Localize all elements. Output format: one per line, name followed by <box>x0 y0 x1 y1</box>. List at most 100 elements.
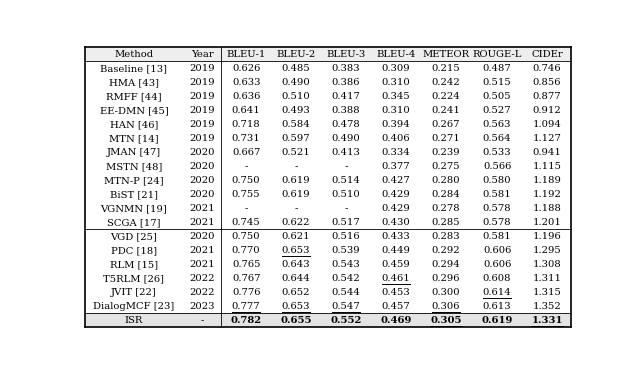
Text: 0.643: 0.643 <box>282 260 310 269</box>
Text: DialogMCF [23]: DialogMCF [23] <box>93 302 175 311</box>
Text: 1.331: 1.331 <box>531 316 563 325</box>
Text: PDC [18]: PDC [18] <box>111 246 157 255</box>
Text: 1.192: 1.192 <box>532 190 561 199</box>
Text: 0.490: 0.490 <box>282 78 310 87</box>
Text: 0.457: 0.457 <box>381 302 410 311</box>
Text: 0.653: 0.653 <box>282 302 310 311</box>
Text: 0.718: 0.718 <box>232 120 260 129</box>
Text: 0.941: 0.941 <box>532 148 561 157</box>
Text: 2019: 2019 <box>189 106 215 115</box>
Text: 0.433: 0.433 <box>381 232 410 241</box>
Text: 2020: 2020 <box>189 232 215 241</box>
Text: 0.619: 0.619 <box>481 316 513 325</box>
Text: 0.406: 0.406 <box>382 134 410 143</box>
Text: 0.622: 0.622 <box>282 218 310 227</box>
Text: 0.777: 0.777 <box>232 302 260 311</box>
Bar <box>85 47 571 61</box>
Text: -: - <box>244 162 248 171</box>
Text: 0.292: 0.292 <box>432 246 460 255</box>
Text: 0.564: 0.564 <box>483 134 511 143</box>
Text: 0.606: 0.606 <box>483 260 511 269</box>
Text: MTN-P [24]: MTN-P [24] <box>104 176 164 185</box>
Text: 0.278: 0.278 <box>432 204 460 213</box>
Text: 0.641: 0.641 <box>232 106 260 115</box>
Text: 2019: 2019 <box>189 120 215 129</box>
Text: JVIT [22]: JVIT [22] <box>111 288 157 297</box>
Text: -: - <box>294 162 298 171</box>
Text: EE-DMN [45]: EE-DMN [45] <box>100 106 168 115</box>
Text: 0.271: 0.271 <box>432 134 460 143</box>
Text: JMAN [47]: JMAN [47] <box>107 148 161 157</box>
Bar <box>85 313 571 327</box>
Text: 0.636: 0.636 <box>232 92 260 101</box>
Text: 0.490: 0.490 <box>332 134 360 143</box>
Text: 0.459: 0.459 <box>381 260 410 269</box>
Text: 0.461: 0.461 <box>381 274 410 283</box>
Text: -: - <box>344 162 348 171</box>
Text: 0.614: 0.614 <box>483 288 511 297</box>
Text: 0.296: 0.296 <box>432 274 460 283</box>
Text: 0.626: 0.626 <box>232 64 260 73</box>
Text: 0.215: 0.215 <box>432 64 460 73</box>
Text: 0.510: 0.510 <box>282 92 310 101</box>
Text: BLEU-4: BLEU-4 <box>376 50 416 59</box>
Text: 0.300: 0.300 <box>432 288 460 297</box>
Text: 0.453: 0.453 <box>381 288 410 297</box>
Text: 2019: 2019 <box>189 134 215 143</box>
Text: 2020: 2020 <box>189 176 215 185</box>
Text: 0.527: 0.527 <box>483 106 511 115</box>
Text: 0.578: 0.578 <box>483 204 511 213</box>
Text: RLM [15]: RLM [15] <box>110 260 158 269</box>
Text: 0.280: 0.280 <box>432 176 460 185</box>
Text: 0.334: 0.334 <box>381 148 410 157</box>
Text: 0.563: 0.563 <box>483 120 511 129</box>
Text: 0.294: 0.294 <box>432 260 460 269</box>
Text: 0.275: 0.275 <box>432 162 460 171</box>
Text: 1.196: 1.196 <box>532 232 561 241</box>
Text: 1.127: 1.127 <box>532 134 561 143</box>
Text: 0.515: 0.515 <box>483 78 511 87</box>
Text: 2019: 2019 <box>189 92 215 101</box>
Text: HAN [46]: HAN [46] <box>109 120 158 129</box>
Text: 0.517: 0.517 <box>332 218 360 227</box>
Text: 0.644: 0.644 <box>282 274 310 283</box>
Text: 0.533: 0.533 <box>483 148 511 157</box>
Text: 0.776: 0.776 <box>232 288 260 297</box>
Text: 0.469: 0.469 <box>380 316 412 325</box>
Text: 0.283: 0.283 <box>432 232 460 241</box>
Text: 0.449: 0.449 <box>381 246 410 255</box>
Text: 0.581: 0.581 <box>483 232 511 241</box>
Text: 0.750: 0.750 <box>232 232 260 241</box>
Text: 0.478: 0.478 <box>332 120 360 129</box>
Text: 2019: 2019 <box>189 64 215 73</box>
Text: 0.750: 0.750 <box>232 176 260 185</box>
Text: 0.547: 0.547 <box>332 302 360 311</box>
Text: 0.653: 0.653 <box>282 246 310 255</box>
Text: 1.189: 1.189 <box>532 176 561 185</box>
Text: Year: Year <box>191 50 213 59</box>
Text: 0.613: 0.613 <box>483 302 511 311</box>
Text: 0.621: 0.621 <box>282 232 310 241</box>
Text: -: - <box>200 316 204 325</box>
Text: 0.386: 0.386 <box>332 78 360 87</box>
Text: 2021: 2021 <box>189 260 215 269</box>
Text: MSTN [48]: MSTN [48] <box>106 162 162 171</box>
Text: 1.094: 1.094 <box>532 120 561 129</box>
Text: 0.745: 0.745 <box>232 218 260 227</box>
Text: 0.310: 0.310 <box>381 78 410 87</box>
Text: 0.267: 0.267 <box>432 120 460 129</box>
Text: 0.619: 0.619 <box>282 176 310 185</box>
Text: 0.856: 0.856 <box>533 78 561 87</box>
Text: 0.285: 0.285 <box>432 218 460 227</box>
Text: 0.755: 0.755 <box>232 190 260 199</box>
Text: 0.765: 0.765 <box>232 260 260 269</box>
Text: 0.429: 0.429 <box>381 204 410 213</box>
Text: BLEU-1: BLEU-1 <box>227 50 266 59</box>
Text: 0.284: 0.284 <box>432 190 460 199</box>
Text: 0.242: 0.242 <box>432 78 460 87</box>
Text: 0.427: 0.427 <box>381 176 410 185</box>
Text: 2021: 2021 <box>189 246 215 255</box>
Text: 0.667: 0.667 <box>232 148 260 157</box>
Text: 0.306: 0.306 <box>432 302 460 311</box>
Text: MTN [14]: MTN [14] <box>109 134 159 143</box>
